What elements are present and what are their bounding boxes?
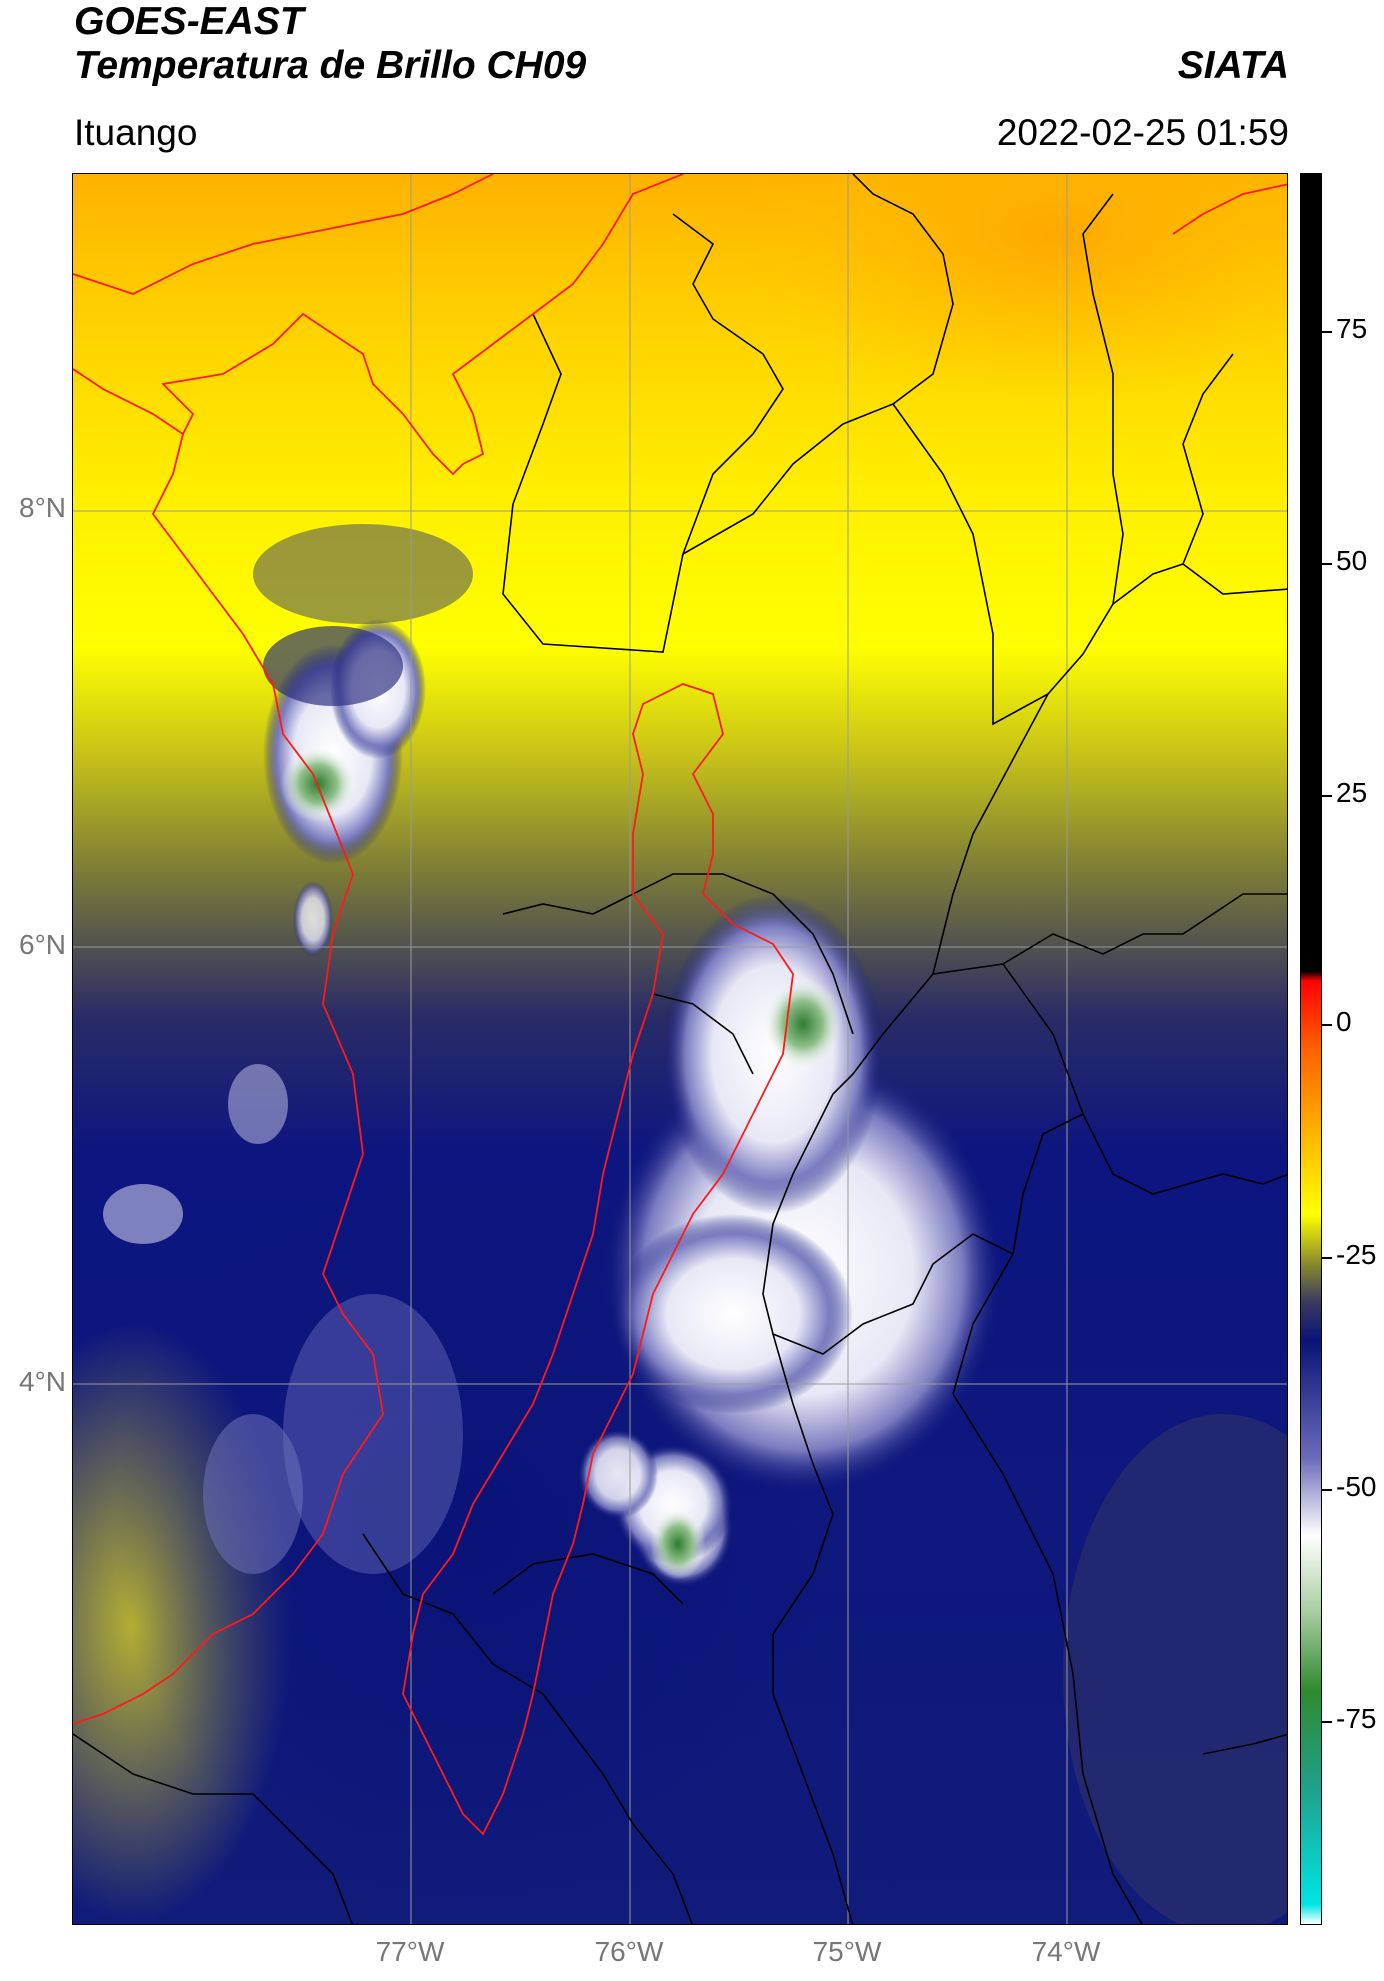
cloud-cell-west bbox=[293, 881, 333, 957]
colorbar-label-minus75: -75 bbox=[1336, 1703, 1377, 1734]
border-bolivar bbox=[892, 193, 1124, 726]
border-cesar bbox=[1182, 353, 1234, 565]
colorbar-tick bbox=[1322, 1721, 1332, 1723]
satellite-map bbox=[73, 174, 1287, 1924]
border-risaralda bbox=[592, 873, 854, 1035]
location-label: Ituango bbox=[74, 112, 198, 153]
colorbar-tick bbox=[1322, 795, 1332, 797]
grey-area-east bbox=[1063, 1414, 1287, 1924]
lat-label-8n: 8°N bbox=[19, 492, 66, 523]
organization-label: SIATA bbox=[1177, 44, 1289, 87]
region-outline-ituango-basin bbox=[402, 683, 794, 1836]
cloud-cell-south2 bbox=[578, 1429, 658, 1519]
coastline-caribbean bbox=[73, 174, 684, 476]
cold-core-north bbox=[763, 978, 843, 1070]
warm-area bbox=[733, 174, 1287, 404]
colorbar-label-0: 0 bbox=[1336, 1006, 1352, 1037]
timestamp-label: 2022-02-25 01:59 bbox=[996, 112, 1289, 153]
title-product: Temperatura de Brillo CH09 bbox=[74, 44, 587, 87]
cloud-faint-far-w bbox=[103, 1184, 183, 1244]
colorbar-label-minus50: -50 bbox=[1336, 1471, 1377, 1502]
border-huila bbox=[772, 1333, 854, 1924]
colorbar-tick bbox=[1322, 1257, 1332, 1259]
lon-label-77w: 77°W bbox=[375, 1936, 445, 1967]
cloud-faint-w bbox=[203, 1414, 303, 1574]
colorbar-label-minus25: -25 bbox=[1336, 1239, 1377, 1270]
border-antioquia-east bbox=[852, 693, 1049, 1075]
cloud-north-edge bbox=[253, 524, 473, 624]
border-cordoba bbox=[502, 213, 784, 653]
lon-label-75w: 75°W bbox=[812, 1936, 882, 1967]
colorbar-tick bbox=[1322, 331, 1332, 333]
colorbar-label-75: 75 bbox=[1336, 313, 1368, 344]
lat-label-6n: 6°N bbox=[19, 929, 66, 960]
border-cundinamarca-north bbox=[1002, 963, 1287, 1195]
department-borders bbox=[73, 174, 1287, 1924]
colorbar-tick bbox=[1322, 1489, 1332, 1491]
cloud-cluster-south bbox=[613, 1214, 853, 1414]
region-outlines bbox=[73, 174, 1287, 1836]
cloud-faint-sw bbox=[283, 1294, 463, 1574]
border-quindio bbox=[652, 993, 754, 1075]
colorbar-tick bbox=[1322, 1024, 1332, 1026]
border-cundinamarca bbox=[952, 1113, 1084, 1395]
colorbar bbox=[1300, 173, 1322, 1925]
cloud-anvil-nw bbox=[263, 626, 403, 706]
coastline-northeast bbox=[1172, 183, 1287, 235]
coastline-pacific bbox=[73, 433, 384, 1725]
map-panel[interactable] bbox=[72, 173, 1288, 1925]
coastline-north bbox=[73, 174, 494, 295]
colorbar-tick bbox=[1322, 563, 1332, 565]
cloud-faint-w2 bbox=[228, 1064, 288, 1144]
cold-core-south bbox=[650, 1508, 706, 1580]
colorbar-label-50: 50 bbox=[1336, 545, 1368, 576]
title-block: GOES-EAST Temperatura de Brillo CH09 bbox=[74, 0, 586, 88]
cold-core-nw bbox=[280, 746, 356, 822]
lat-label-4n: 4°N bbox=[19, 1366, 66, 1397]
lon-label-74w: 74°W bbox=[1031, 1936, 1101, 1967]
colorbar-label-25: 25 bbox=[1336, 777, 1368, 808]
border-narino bbox=[73, 1733, 354, 1924]
border-meta bbox=[952, 1393, 1143, 1924]
border-sucre bbox=[682, 174, 954, 555]
border-choco-antioquia bbox=[502, 903, 594, 915]
title-satellite: GOES-EAST bbox=[74, 0, 304, 43]
border-valle-south bbox=[492, 1553, 684, 1605]
lon-label-76w: 76°W bbox=[594, 1936, 664, 1967]
border-boyaca bbox=[932, 893, 1287, 975]
border-southeast bbox=[1202, 1733, 1287, 1755]
border-cauca bbox=[362, 1533, 694, 1924]
